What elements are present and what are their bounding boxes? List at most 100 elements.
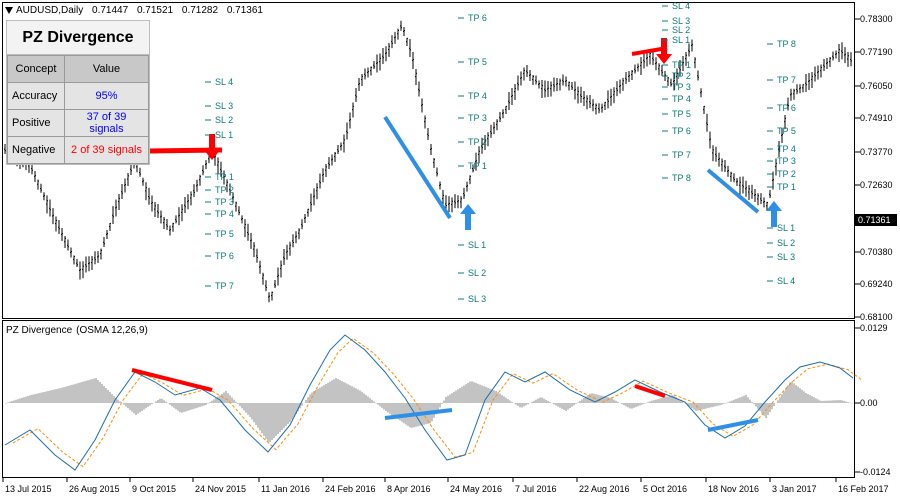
osma-bar xyxy=(657,399,659,403)
osma-bar xyxy=(247,403,249,415)
osma-bar xyxy=(815,398,817,403)
osma-bar xyxy=(451,393,453,403)
osma-bar xyxy=(89,379,91,403)
osma-bar xyxy=(833,400,835,403)
time-axis-label: 22 Aug 2016 xyxy=(579,484,630,494)
osma-bar xyxy=(257,403,259,428)
osma-bar xyxy=(781,394,783,403)
osma-bar xyxy=(771,403,773,410)
osma-bar xyxy=(473,382,475,403)
osma-bar xyxy=(133,403,135,414)
osma-bar xyxy=(831,400,833,403)
osma-bar xyxy=(731,400,733,403)
indicator-name: PZ Divergence xyxy=(6,325,73,336)
concept-cell: Positive xyxy=(7,109,65,137)
low-value: 0.71282 xyxy=(181,5,219,16)
osma-bar xyxy=(581,399,583,403)
osma-bar xyxy=(763,403,765,416)
osma-bar xyxy=(773,403,775,407)
osma-bar xyxy=(589,393,591,403)
osma-bar xyxy=(29,395,31,403)
price-axis-label: 0.69240 xyxy=(860,279,893,289)
level-label: TP 7 xyxy=(777,75,796,85)
osma-bar xyxy=(193,403,195,409)
osma-bar xyxy=(173,403,175,408)
osma-bar xyxy=(661,398,663,403)
osma-bar xyxy=(585,396,587,403)
current-price-label: 0.71361 xyxy=(858,215,891,225)
osma-bar xyxy=(403,403,405,424)
osma-bar xyxy=(653,400,655,403)
osma-bar xyxy=(315,390,317,403)
osma-bar xyxy=(557,403,559,407)
level-label: TP 3 xyxy=(672,82,691,92)
osma-bar xyxy=(785,388,787,403)
level-label: TP 2 xyxy=(215,185,234,195)
osma-bar xyxy=(681,401,683,403)
osma-bar xyxy=(675,397,677,403)
osma-bar xyxy=(13,400,15,403)
osma-bar xyxy=(605,396,607,403)
osma-bar xyxy=(93,378,95,403)
osma-bar xyxy=(823,400,825,403)
osma-bar xyxy=(301,403,303,406)
osma-bar xyxy=(275,403,277,436)
osma-bar xyxy=(469,381,471,403)
osma-bar xyxy=(229,395,231,403)
osma-bar xyxy=(379,403,381,407)
level-label: TP 5 xyxy=(468,57,487,67)
osma-bar xyxy=(633,403,635,408)
osma-bar xyxy=(7,402,9,403)
osma-bar xyxy=(105,388,107,403)
bearish-divergence-line xyxy=(634,384,666,398)
osma-bar xyxy=(455,390,457,403)
osma-bar xyxy=(337,379,339,403)
level-label: SL 1 xyxy=(468,240,486,250)
osc-axis-label: 0.00 xyxy=(860,398,878,408)
osma-bar xyxy=(485,387,487,403)
concept-header: Concept xyxy=(7,55,65,83)
osma-bar xyxy=(95,378,97,403)
osma-bar xyxy=(235,401,237,403)
osma-signal-line xyxy=(12,337,862,468)
osma-bar xyxy=(841,400,843,403)
osma-bar xyxy=(549,402,551,403)
osma-bar xyxy=(563,403,565,410)
osma-bar xyxy=(705,403,707,409)
level-label: SL 1 xyxy=(215,130,233,140)
osma-bar xyxy=(577,402,579,403)
osma-bar xyxy=(813,397,815,403)
osma-bar xyxy=(209,402,211,403)
osma-bar xyxy=(161,398,163,403)
time-axis-label: 16 Feb 2017 xyxy=(838,484,889,494)
osma-bar xyxy=(541,397,543,403)
osma-bar xyxy=(509,400,511,403)
osma-bar xyxy=(503,396,505,403)
osma-bar xyxy=(49,390,51,403)
osma-bar xyxy=(767,403,769,416)
osma-bar xyxy=(817,399,819,403)
osma-bar xyxy=(79,382,81,403)
osma-bar xyxy=(573,403,575,406)
osma-bar xyxy=(341,381,343,403)
osma-bar xyxy=(525,403,527,406)
level-label: TP 4 xyxy=(215,209,234,219)
chart-menu-triangle-icon[interactable] xyxy=(5,7,13,14)
price-axis-label: 0.72630 xyxy=(860,180,893,190)
osma-bar xyxy=(39,392,41,403)
osma-bar xyxy=(27,395,29,403)
osma-bar xyxy=(23,397,25,403)
osma-bar xyxy=(393,403,395,417)
osma-bar xyxy=(239,403,241,407)
osma-bar xyxy=(749,399,751,403)
osma-bar xyxy=(535,399,537,403)
open-value: 0.71447 xyxy=(92,5,129,16)
level-label: SL 4 xyxy=(777,276,795,286)
osma-bar xyxy=(807,394,809,403)
osma-bar xyxy=(241,403,243,409)
osma-bar xyxy=(125,403,127,407)
osma-bar xyxy=(729,401,731,403)
osma-bar xyxy=(745,395,747,403)
table-row: Accuracy 95% xyxy=(7,82,149,110)
